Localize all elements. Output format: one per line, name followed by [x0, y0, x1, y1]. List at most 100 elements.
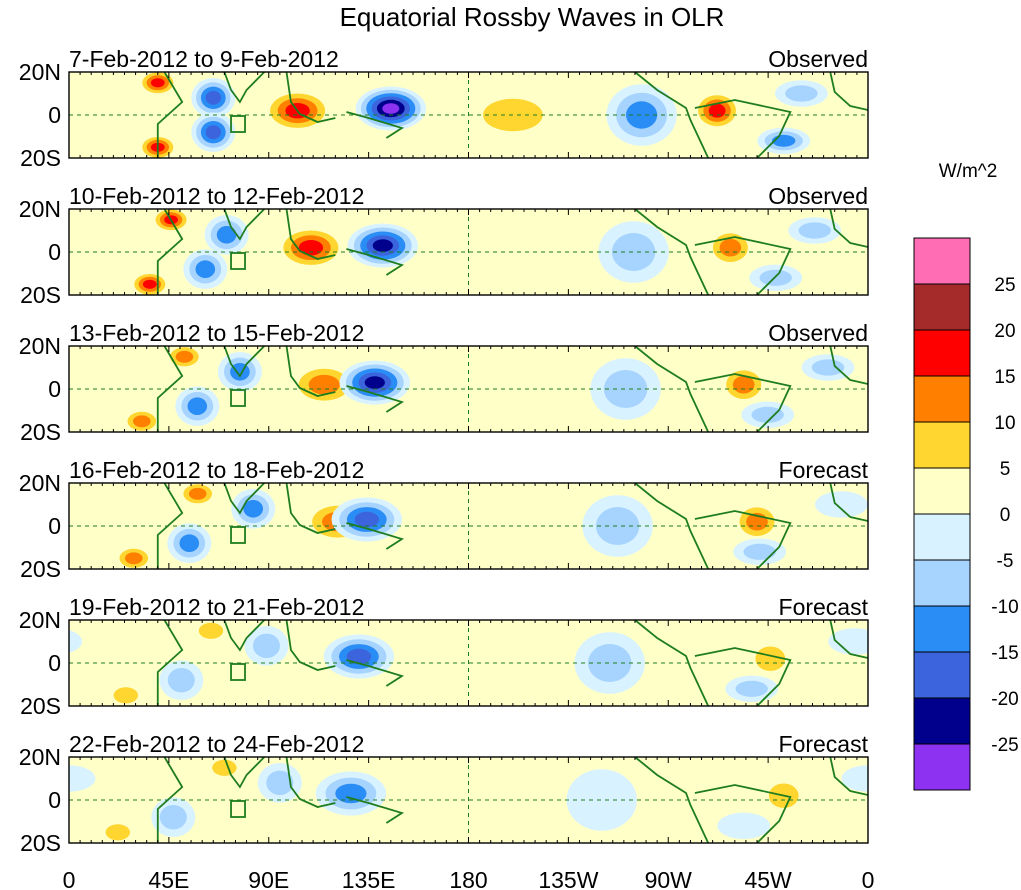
- x-tick-label: 90E: [248, 867, 289, 890]
- anomaly-contour: [364, 376, 385, 389]
- x-tick-label: 135E: [342, 867, 396, 890]
- colorbar-swatch: [913, 329, 971, 377]
- anomaly-contour: [195, 260, 216, 279]
- colorbar-tick-label: 20: [994, 321, 1015, 342]
- anomaly-contour: [950, 78, 964, 87]
- anomaly-contour: [995, 117, 1021, 148]
- anomaly-contour: [566, 769, 637, 831]
- anomaly-contour: [982, 484, 1011, 503]
- x-tick-label: 45E: [148, 867, 189, 890]
- anomaly-contour: [717, 812, 771, 839]
- panel-status: Observed: [768, 183, 868, 209]
- x-axis: 0 45E 90E 135E 180 135W 90W 45W 0: [63, 867, 875, 890]
- anomaly-contour: [69, 765, 96, 792]
- anomaly-contour: [187, 397, 208, 416]
- map-panel: 16-Feb-2012 to 18-Feb-2012 Forecast 20N 0 20…: [19, 457, 1017, 582]
- anomaly-contour: [732, 375, 755, 394]
- colorbar-tick-label: -10: [991, 597, 1018, 618]
- anomaly-contour: [955, 210, 986, 231]
- anomaly-contour: [626, 101, 658, 129]
- colorbar-swatch: [913, 467, 971, 515]
- anomaly-contour: [105, 824, 130, 841]
- anomaly-contour: [142, 279, 157, 289]
- region-box: [230, 389, 246, 407]
- anomaly-contour: [159, 805, 187, 830]
- colorbar-tick-label: -5: [997, 551, 1014, 572]
- colorbar-tick-label: -20: [991, 689, 1018, 710]
- anomaly-contour: [998, 623, 1021, 639]
- coastlines: [156, 483, 868, 569]
- colorbar-swatch: [913, 283, 971, 331]
- colorbar-tick-label: -25: [991, 735, 1018, 756]
- colorbar-tick-label: 0: [1000, 505, 1011, 526]
- anomaly-contour: [975, 351, 993, 363]
- anomaly-contour: [969, 347, 998, 366]
- colorbar-swatch: [913, 697, 971, 745]
- anomaly-contour: [950, 143, 964, 152]
- anomaly-contour: [828, 628, 868, 655]
- anomaly-contour: [897, 819, 937, 845]
- anomaly-contour: [125, 552, 143, 565]
- panel-date-range: 7-Feb-2012 to 9-Feb-2012: [69, 46, 339, 72]
- anomaly-contour: [905, 824, 929, 840]
- anomaly-contour: [382, 103, 400, 114]
- colorbar-tick-label: 15: [994, 367, 1015, 388]
- anomaly-contour: [950, 207, 990, 233]
- y-tick-label: 0: [48, 102, 61, 128]
- anomaly-contour: [815, 491, 868, 518]
- anomaly-contour: [841, 765, 868, 792]
- anomaly-contour: [175, 350, 194, 363]
- anomaly-contour: [13, 359, 45, 375]
- anomaly-contour: [212, 759, 237, 776]
- panel-status: Forecast: [779, 731, 869, 757]
- anomaly-contour: [988, 488, 1006, 500]
- y-tick-label: 20S: [20, 419, 61, 445]
- x-tick-label: 0: [63, 867, 76, 890]
- y-tick-label: 20N: [19, 333, 61, 359]
- y-tick-label: 20N: [19, 744, 61, 770]
- panel-date-range: 16-Feb-2012 to 18-Feb-2012: [69, 457, 364, 483]
- x-tick-label: 90W: [645, 867, 693, 890]
- anomaly-contour: [990, 112, 1021, 152]
- anomaly-contour: [0, 776, 9, 816]
- anomaly-contour: [759, 269, 792, 286]
- panel-status: Observed: [768, 46, 868, 72]
- anomaly-contour: [1017, 352, 1021, 392]
- y-tick-label: 20N: [19, 607, 61, 633]
- panel-date-range: 13-Feb-2012 to 15-Feb-2012: [69, 320, 364, 346]
- anomaly-contour: [977, 481, 1017, 507]
- panels: 7-Feb-2012 to 9-Feb-2012 Observed20N020S1…: [0, 46, 1021, 856]
- x-tick-label: 135W: [538, 867, 598, 890]
- colorbar-tick-label: -15: [991, 643, 1018, 664]
- anomaly-contour: [798, 222, 831, 239]
- anomaly-contour: [372, 239, 393, 252]
- anomaly-contour: [751, 406, 784, 423]
- anomaly-contour: [113, 687, 138, 704]
- map-panel: 13-Feb-2012 to 15-Feb-2012 Observed 20N 0 20…: [13, 320, 1021, 445]
- region-box: [230, 663, 246, 681]
- anomaly-contour: [1000, 87, 1021, 109]
- anomaly-contour: [950, 797, 994, 837]
- y-tick-label: 0: [48, 513, 61, 539]
- anomaly-contour: [205, 90, 221, 105]
- colorbar-swatch: [913, 375, 971, 423]
- anomaly-contour: [0, 128, 11, 154]
- anomaly-contour: [588, 644, 632, 682]
- anomaly-contour: [205, 125, 221, 140]
- anomaly-contour: [1005, 125, 1020, 139]
- anomaly-contour: [990, 618, 1021, 644]
- anomaly-contour: [188, 487, 207, 500]
- anomaly-contour: [946, 75, 968, 90]
- anomaly-contour: [150, 78, 165, 88]
- y-tick-label: 20S: [20, 145, 61, 171]
- anomaly-contour: [1004, 215, 1021, 255]
- colorbar-swatch: [913, 421, 971, 469]
- coastlines: [156, 72, 868, 158]
- map-panel: 10-Feb-2012 to 12-Feb-2012 Observed 20N 0 20…: [19, 183, 1021, 308]
- anomaly-contour: [0, 85, 19, 101]
- y-tick-label: 20S: [20, 556, 61, 582]
- map-panel: 7-Feb-2012 to 9-Feb-2012 Observed 20N 0 20S: [0, 46, 1021, 171]
- anomaly-contour: [963, 215, 977, 224]
- anomaly-contour: [755, 646, 786, 671]
- anomaly-contour: [785, 85, 818, 102]
